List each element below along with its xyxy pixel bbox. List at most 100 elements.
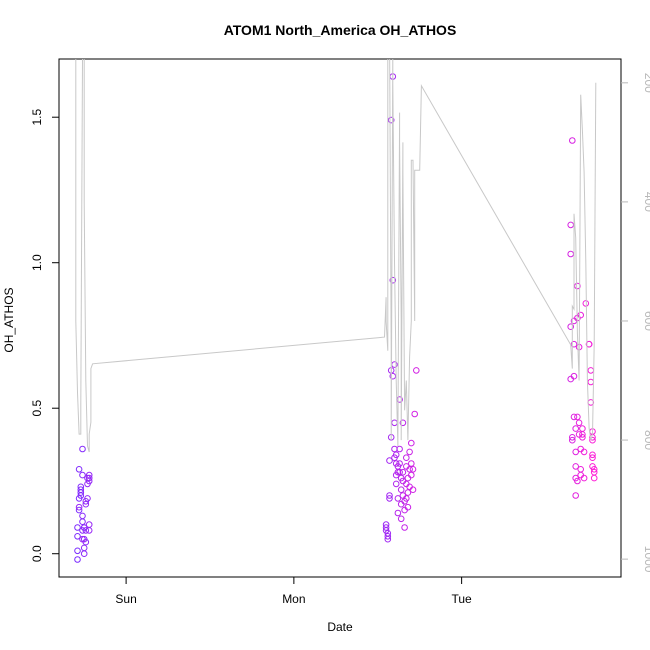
data-point xyxy=(397,515,405,523)
data-point xyxy=(406,466,413,473)
data-point xyxy=(579,434,586,441)
data-point xyxy=(79,535,86,543)
data-point xyxy=(567,221,575,229)
data-point xyxy=(570,340,578,348)
data-point xyxy=(79,518,86,526)
series-line xyxy=(75,59,597,453)
x-tick-label: Sun xyxy=(115,592,136,606)
data-point xyxy=(386,495,393,502)
data-point xyxy=(80,544,88,552)
data-point xyxy=(79,512,86,520)
data-point xyxy=(577,311,585,319)
x-tick-label: Mon xyxy=(282,592,305,606)
data-point xyxy=(79,445,86,453)
y-tick-label: 1.5 xyxy=(30,109,44,126)
data-point xyxy=(404,489,412,496)
data-point xyxy=(411,410,419,418)
data-point xyxy=(409,466,417,473)
data-point xyxy=(394,509,402,517)
data-point xyxy=(580,448,588,456)
data-point xyxy=(408,439,415,447)
data-point xyxy=(406,448,413,456)
plot-layer xyxy=(74,59,598,563)
data-point xyxy=(587,378,595,386)
data-point xyxy=(80,550,88,558)
data-point xyxy=(570,413,578,421)
data-point xyxy=(394,495,402,502)
data-point xyxy=(391,419,398,427)
data-point xyxy=(569,137,576,144)
data-point xyxy=(413,367,420,374)
data-point xyxy=(387,116,395,124)
data-point xyxy=(577,466,585,473)
data-point xyxy=(396,460,403,467)
data-point xyxy=(399,468,407,476)
data-point xyxy=(589,436,596,444)
data-point xyxy=(589,451,596,459)
data-point xyxy=(409,486,417,494)
data-point xyxy=(579,425,586,432)
data-point xyxy=(75,506,83,514)
data-point xyxy=(396,445,403,453)
data-point xyxy=(75,466,83,473)
y-tick-label: 1.0 xyxy=(30,254,44,271)
x-axis-label: Date xyxy=(327,620,353,634)
data-point xyxy=(75,503,83,511)
data-point xyxy=(382,524,390,531)
data-point xyxy=(85,521,93,528)
data-point xyxy=(590,474,598,482)
data-point xyxy=(384,535,392,543)
axes-layer: Sun Mon Tue 0.0 0.5 1.0 1.5 200 400 600 800 1000 xyxy=(30,73,650,606)
data-point xyxy=(572,425,580,432)
right-y-tick-label: 1000 xyxy=(642,546,650,573)
data-point xyxy=(572,448,580,456)
data-point xyxy=(569,436,576,444)
y-tick-label: 0.0 xyxy=(30,545,44,562)
data-point xyxy=(587,367,595,374)
data-point xyxy=(85,471,93,479)
data-point xyxy=(572,463,580,470)
data-point xyxy=(580,474,588,482)
data-point xyxy=(577,471,585,479)
data-point xyxy=(403,454,410,462)
data-point xyxy=(384,533,392,540)
data-point xyxy=(585,340,593,348)
data-point xyxy=(567,250,575,258)
data-point xyxy=(77,483,85,491)
x-tick-label: Tue xyxy=(452,592,473,606)
data-point xyxy=(396,468,403,476)
right-y-tick-label: 800 xyxy=(642,430,650,450)
data-point xyxy=(408,460,415,467)
right-y-tick-label: 600 xyxy=(642,311,650,331)
data-point xyxy=(386,457,393,464)
data-point xyxy=(85,527,93,534)
data-point xyxy=(386,492,393,499)
data-point xyxy=(77,486,85,494)
data-point xyxy=(574,477,581,485)
data-point xyxy=(84,495,91,502)
data-point xyxy=(401,524,408,531)
data-point xyxy=(590,466,598,473)
data-point xyxy=(569,434,576,441)
data-point xyxy=(574,413,581,421)
data-point xyxy=(397,486,405,494)
data-point xyxy=(392,480,400,488)
y-axis-label: OH_ATHOS xyxy=(2,287,16,352)
data-point xyxy=(575,419,583,427)
data-point xyxy=(82,527,90,534)
data-point xyxy=(74,524,81,531)
data-point xyxy=(74,547,81,555)
data-point xyxy=(574,282,581,290)
data-point xyxy=(403,495,410,502)
data-point xyxy=(582,300,590,307)
data-point xyxy=(408,471,415,479)
data-point xyxy=(589,454,596,462)
data-point xyxy=(74,533,81,540)
data-point xyxy=(389,372,397,380)
y-tick-label: 0.5 xyxy=(30,400,44,417)
data-point xyxy=(389,276,397,284)
data-point xyxy=(567,323,575,331)
chart-title: ATOM1 North_America OH_ATHOS xyxy=(224,22,457,38)
right-y-tick-label: 200 xyxy=(642,73,650,93)
